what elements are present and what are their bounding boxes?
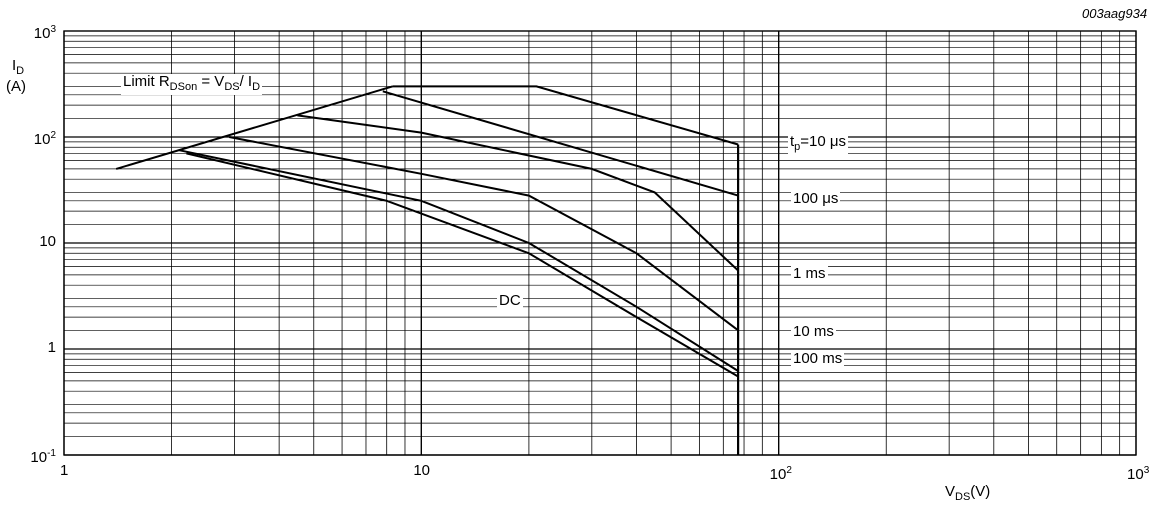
y-axis-label-main: I (12, 57, 17, 74)
plot-frame (63, 30, 1137, 456)
x-tick-label-0: 1 (60, 463, 68, 478)
limit-sub-3: D (252, 81, 261, 93)
y-axis-label: ID (12, 58, 24, 79)
y-tick-label-0-base: 10 (30, 449, 48, 466)
grid (63, 30, 1137, 456)
y-axis-unit: (A) (6, 78, 26, 95)
x-axis-label-sub: DS (955, 491, 971, 503)
curve-label-10us: tp=10 μs (788, 133, 849, 155)
series-line-0 (392, 85, 739, 146)
x-tick-label-3-base: 10 (1127, 466, 1144, 483)
x-tick-label-0-base: 1 (60, 462, 69, 479)
y-tick-label-3-base: 10 (33, 131, 51, 148)
curve-label-10ms: 10 ms (791, 323, 836, 340)
curve-label-100us: 100 μs (791, 190, 841, 207)
curve-label-10us-main: t (790, 133, 795, 150)
y-tick-label-4-base: 10 (33, 25, 51, 42)
curve-label-10us-rest: =10 μs (800, 133, 847, 150)
series-line-5 (186, 152, 739, 378)
x-axis-label-main: V (945, 483, 956, 500)
x-tick-label-2: 102 (770, 463, 792, 482)
curve-label-1ms: 1 ms (791, 265, 828, 282)
y-tick-label-0-exp: -1 (47, 448, 56, 459)
figure-code: 003aag934 (1082, 6, 1148, 21)
series-line-1 (382, 90, 739, 197)
limit-text-3: / I (239, 73, 253, 90)
y-tick-label-3-exp: 2 (50, 130, 56, 141)
series-line-2 (297, 114, 739, 272)
x-axis-label: VDS(V) (945, 484, 990, 505)
y-tick-label-2-base: 10 (39, 233, 56, 250)
curve-label-dc: DC (497, 292, 523, 309)
y-tick-label-1: 1 (48, 340, 56, 355)
limit-sub-2: DS (224, 81, 240, 93)
x-tick-label-1-base: 10 (413, 462, 431, 479)
y-axis-label-sub: D (16, 65, 25, 77)
x-tick-label-3: 103 (1127, 463, 1149, 482)
y-tick-label-2: 10 (39, 234, 56, 249)
y-tick-label-0: 10-1 (30, 446, 56, 465)
limit-line-label: Limit RDSon = VDS/ ID (121, 73, 263, 95)
series-line-3 (229, 136, 739, 332)
curve-label-100ms: 100 ms (791, 350, 845, 367)
limit-rdson-line (115, 85, 393, 170)
x-tick-label-2-base: 10 (769, 466, 787, 483)
limit-sub-1: DSon (169, 81, 198, 93)
limit-text-2: = V (197, 73, 225, 90)
y-tick-label-1-base: 1 (47, 339, 56, 356)
x-axis-label-unit: (V) (970, 483, 991, 500)
x-tick-label-2-exp: 2 (786, 465, 792, 476)
x-tick-label-3-exp: 3 (1143, 465, 1150, 476)
x-tick-label-1: 10 (413, 463, 430, 478)
curve-label-10us-sub: p (794, 141, 801, 153)
series-group (115, 85, 740, 455)
y-tick-label-3: 102 (34, 128, 56, 147)
series-line-4 (178, 149, 739, 372)
y-tick-label-4-exp: 3 (50, 24, 56, 35)
limit-text-1: Limit R (123, 73, 170, 90)
y-tick-label-4: 103 (34, 22, 56, 41)
